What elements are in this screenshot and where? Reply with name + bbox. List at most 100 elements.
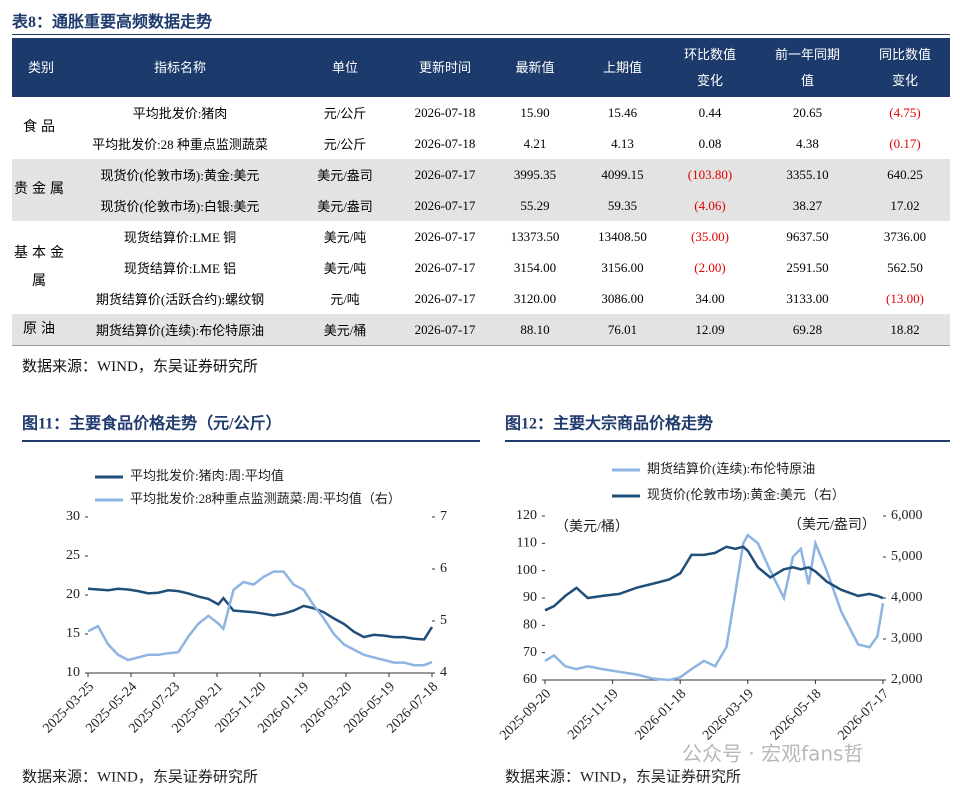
table-cell: 美元/吨 bbox=[323, 230, 367, 245]
header-line: 变化 bbox=[891, 72, 918, 88]
table-cell: (13.00) bbox=[886, 290, 924, 306]
category-cell: 贵金属 bbox=[12, 159, 70, 221]
series-line bbox=[544, 545, 884, 612]
table-cell: 3086.00 bbox=[601, 290, 644, 306]
header-line: 同比数值 bbox=[878, 46, 931, 62]
table-cell: 4.13 bbox=[611, 135, 634, 151]
table-row: 平均批发价:28 种重点监测蔬菜 元/公斤 2026-07-18 4.21 4.13 0.… bbox=[12, 128, 950, 159]
table-row: 食品 平均批发价:猪肉 元/公斤 2026-07-18 15.90 15.46 0.44 20… bbox=[12, 97, 950, 136]
table-cell: 88.10 bbox=[490, 314, 580, 345]
y-tick-label: 20 bbox=[66, 587, 80, 602]
header-cell: 更新时间 bbox=[400, 38, 490, 97]
table-cell: 元/公斤 bbox=[323, 106, 367, 121]
header-row: 类别 指标名称 单位 更新时间 最新值 上期值 环比数值 变化 前一年同期值同比数值 变化 bbox=[12, 38, 950, 97]
table-cell: 20.65 bbox=[792, 104, 823, 120]
table-cell: 2026-07-17 bbox=[400, 314, 490, 345]
y2-tick-label: 5,000 bbox=[891, 549, 923, 564]
header-cell: 指标名称 bbox=[70, 38, 290, 97]
table-cell: 13408.50 bbox=[598, 228, 647, 244]
table-cell: 34.00 bbox=[695, 290, 725, 306]
charts: 图11：主要食品价格走势（元/公斤） 数据来源：WIND，东吴证券研究所 10 15 2… bbox=[22, 414, 950, 785]
table-cell: (2.00) bbox=[694, 259, 726, 275]
y-tick-label: 60 bbox=[523, 672, 537, 687]
y2-unit: （美元/盎司） bbox=[788, 517, 876, 533]
header-line: 前一年同期 bbox=[774, 46, 840, 62]
y-tick-label: 100 bbox=[516, 563, 537, 578]
category-cell: 基本金属 bbox=[14, 245, 68, 289]
table-row: 原油 期货结算价(连续):布伦特原油 美元/桶 2026-07-17 88.10 76.0… bbox=[12, 314, 950, 345]
y2-tick-label: 4 bbox=[440, 665, 447, 680]
table-cell: 期货结算价(连续):布伦特原油 bbox=[70, 314, 290, 345]
table-cell: 2591.50 bbox=[786, 259, 829, 275]
table-cell: 3355.10 bbox=[755, 159, 860, 190]
table-cell: 18.82 bbox=[860, 314, 950, 345]
x-tick-label: 2026-07-17 bbox=[835, 686, 892, 743]
y-unit: （美元/桶） bbox=[555, 519, 629, 535]
table-cell: 0.44 bbox=[698, 104, 722, 120]
header-line: 变化 bbox=[696, 72, 723, 88]
table-source: 数据来源：WIND，东吴证券研究所 bbox=[22, 359, 258, 375]
table-cell: 17.02 bbox=[860, 190, 950, 221]
table-cell: 640.25 bbox=[860, 159, 950, 190]
table-cell: 平均批发价:28 种重点监测蔬菜 bbox=[92, 137, 268, 152]
table-cell: 15.46 bbox=[607, 104, 638, 120]
header-text: 上期值 bbox=[602, 59, 642, 75]
y2-tick-label: 3,000 bbox=[891, 631, 923, 646]
header-cell: 类别 bbox=[12, 38, 70, 97]
legend-label: 期货结算价(连续):布伦特原油 bbox=[647, 461, 815, 476]
table-cell: (4.06) bbox=[665, 190, 755, 221]
y2-tick-label: 2,000 bbox=[891, 672, 923, 687]
table-cell: 现货结算价:LME 铝 bbox=[123, 261, 237, 276]
header-cell: 前一年同期值 bbox=[755, 38, 860, 97]
title-rule bbox=[22, 440, 480, 442]
table-cell: 76.01 bbox=[580, 314, 665, 345]
header-line: 环比数值 bbox=[683, 46, 736, 62]
table-cell: 期货结算价(活跃合约):螺纹钢 bbox=[95, 292, 265, 307]
header-line: 值 bbox=[800, 72, 814, 88]
header-text: 类别 bbox=[27, 59, 54, 75]
header-cell: 最新值 bbox=[490, 38, 580, 97]
table-body: 食品 平均批发价:猪肉 元/公斤 2026-07-18 15.90 15.46 0.44 20… bbox=[12, 97, 950, 345]
table-cell: (0.17) bbox=[889, 135, 921, 151]
table-title: 表8：通胀重要高频数据走势 bbox=[12, 14, 213, 31]
table-cell: 3156.00 bbox=[601, 259, 644, 275]
chart-source: 数据来源：WIND，东吴证券研究所 bbox=[505, 768, 741, 785]
y2-tick-label: 5 bbox=[440, 613, 447, 628]
title-rule bbox=[12, 34, 950, 35]
table-cell: 4.21 bbox=[523, 135, 547, 151]
table-row: 现货结算价:LME 铝 美元/吨 2026-07-17 3154.00 3156.00 (… bbox=[12, 252, 950, 283]
table-cell: 13373.50 bbox=[510, 228, 560, 244]
table-cell: 2026-07-17 bbox=[400, 190, 490, 221]
chart-title: 图11：主要食品价格走势（元/公斤） bbox=[22, 414, 282, 433]
legend-label: 现货价(伦敦市场):黄金:美元（右） bbox=[647, 487, 845, 502]
x-tick-label: 2026-01-18 bbox=[633, 686, 690, 743]
table-bottom bbox=[12, 345, 950, 346]
header-text: 最新值 bbox=[515, 59, 555, 75]
table-cell: 美元/盎司 bbox=[290, 190, 400, 221]
series-line bbox=[544, 533, 885, 682]
table-cell: 3120.00 bbox=[513, 290, 557, 306]
table-cell: 2026-07-18 bbox=[414, 104, 476, 120]
table-cell: 现货价(伦敦市场):黄金:美元 bbox=[70, 159, 290, 190]
y2-tick-label: 6,000 bbox=[891, 508, 923, 523]
table-cell: 2026-07-17 bbox=[414, 290, 476, 306]
y-tick-label: 30 bbox=[66, 509, 80, 524]
y-tick-label: 15 bbox=[66, 626, 80, 641]
header-cell: 同比数值 变化 bbox=[860, 38, 950, 97]
table-cell: 562.50 bbox=[887, 259, 923, 275]
table-cell: 现货结算价:LME 铜 bbox=[123, 230, 237, 245]
x-tick-label: 2025-09-20 bbox=[497, 686, 554, 743]
table-cell: 美元/盎司 bbox=[290, 159, 400, 190]
table-cell: (4.75) bbox=[889, 104, 921, 120]
table-cell: 0.08 bbox=[698, 135, 722, 151]
table-cell: 12.09 bbox=[665, 314, 755, 345]
legend-label: 平均批发价:猪肉:周:平均值 bbox=[130, 468, 284, 483]
y-tick-label: 120 bbox=[516, 508, 537, 523]
header-text: 更新时间 bbox=[418, 59, 471, 75]
table-cell: 2026-07-17 bbox=[414, 228, 476, 244]
table-row: 期货结算价(活跃合约):螺纹钢 元/吨 2026-07-17 3120.00 3086.… bbox=[12, 283, 950, 314]
x-tick-label: 2026-05-18 bbox=[768, 686, 825, 743]
y-tick-label: 10 bbox=[66, 665, 80, 680]
category-cell: 原油 bbox=[12, 314, 70, 345]
